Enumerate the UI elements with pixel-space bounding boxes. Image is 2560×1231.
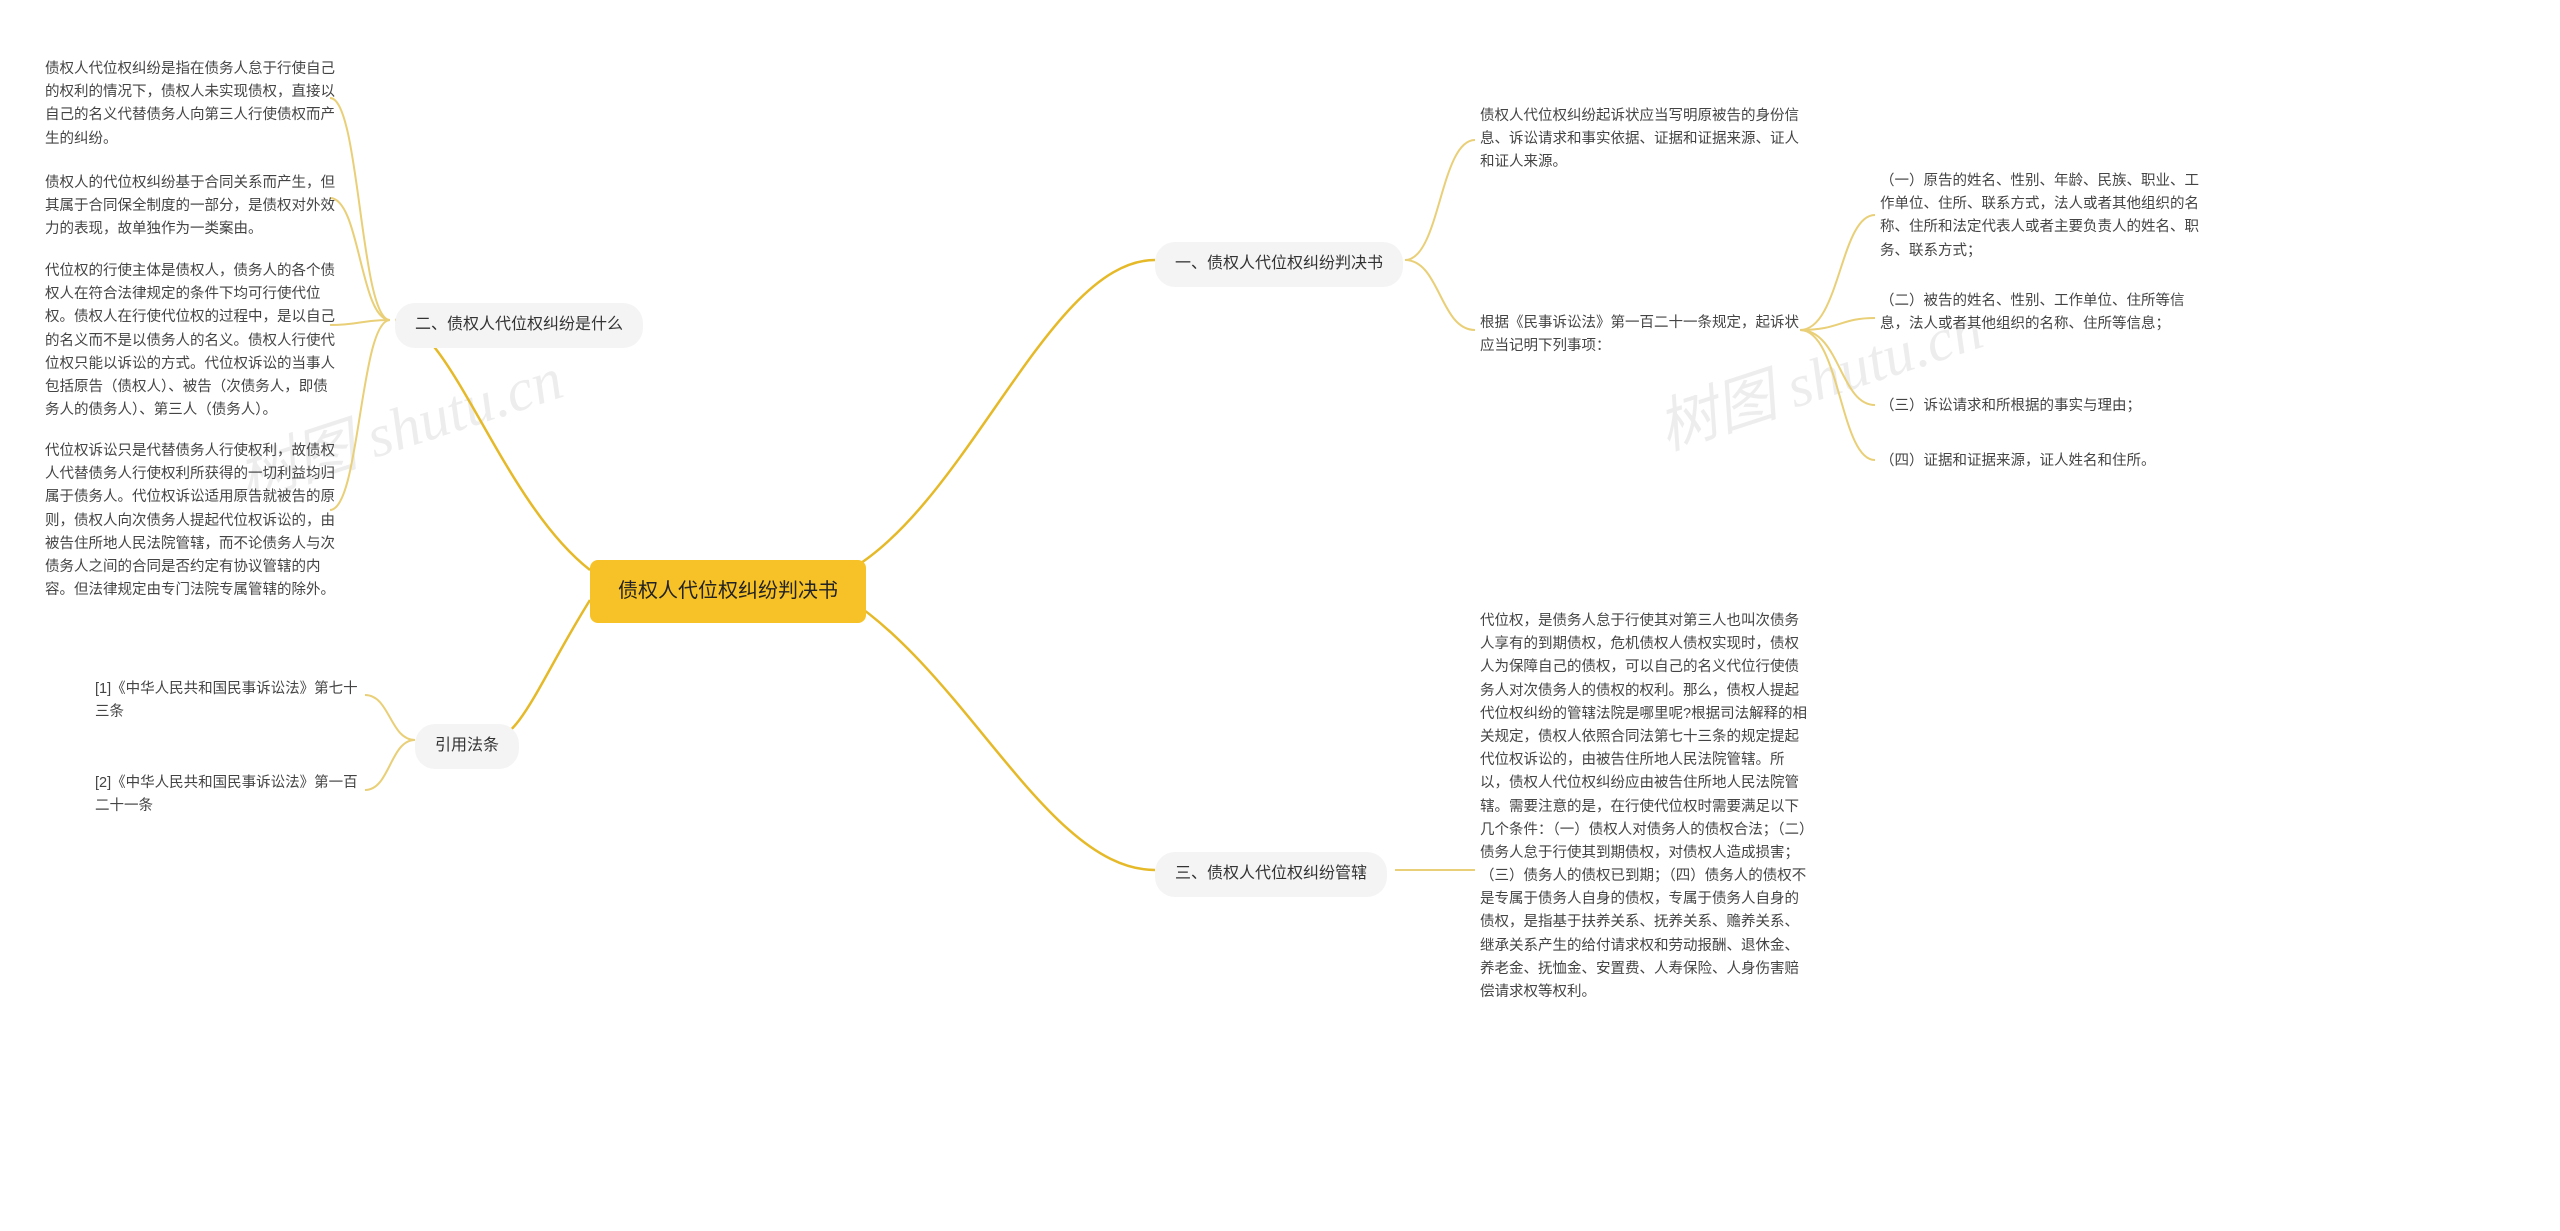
section-three-leaf-a: 代位权，是债务人怠于行使其对第三人也叫次债务人享有的到期债权，危机债权人债权实现… [1480, 610, 1810, 1004]
center-node: 债权人代位权纠纷判决书 [590, 560, 866, 623]
section-ref-leaf-a: [1]《中华人民共和国民事诉讼法》第七十三条 [95, 678, 365, 724]
section-one-leaf-b-i: （一）原告的姓名、性别、年龄、民族、职业、工作单位、住所、联系方式，法人或者其他… [1880, 170, 2200, 263]
section-one-leaf-a: 债权人代位权纠纷起诉状应当写明原被告的身份信息、诉讼请求和事实依据、证据和证据来… [1480, 105, 1800, 175]
section-one-leaf-b-ii: （二）被告的姓名、性别、工作单位、住所等信息，法人或者其他组织的名称、住所等信息… [1880, 290, 2200, 336]
section-ref: 引用法条 [415, 724, 519, 769]
section-ref-leaf-b: [2]《中华人民共和国民事诉讼法》第一百二十一条 [95, 772, 365, 818]
section-two-leaf-d: 代位权诉讼只是代替债务人行使权利，故债权人代替债务人行使权利所获得的一切利益均归… [45, 440, 335, 602]
section-two-leaf-a: 债权人代位权纠纷是指在债务人怠于行使自己的权利的情况下，债权人未实现债权，直接以… [45, 58, 335, 151]
section-two: 二、债权人代位权纠纷是什么 [395, 303, 643, 348]
section-one-leaf-b-iii: （三）诉讼请求和所根据的事实与理由； [1880, 395, 2141, 418]
section-one-leaf-b-iv: （四）证据和证据来源，证人姓名和住所。 [1880, 450, 2156, 473]
section-two-leaf-c: 代位权的行使主体是债权人，债务人的各个债权人在符合法律规定的条件下均可行使代位权… [45, 260, 335, 422]
section-one-leaf-b: 根据《民事诉讼法》第一百二十一条规定，起诉状应当记明下列事项： [1480, 312, 1800, 358]
section-one: 一、债权人代位权纠纷判决书 [1155, 242, 1403, 287]
section-three: 三、债权人代位权纠纷管辖 [1155, 852, 1387, 897]
section-two-leaf-b: 债权人的代位权纠纷基于合同关系而产生，但其属于合同保全制度的一部分，是债权对外效… [45, 172, 335, 242]
